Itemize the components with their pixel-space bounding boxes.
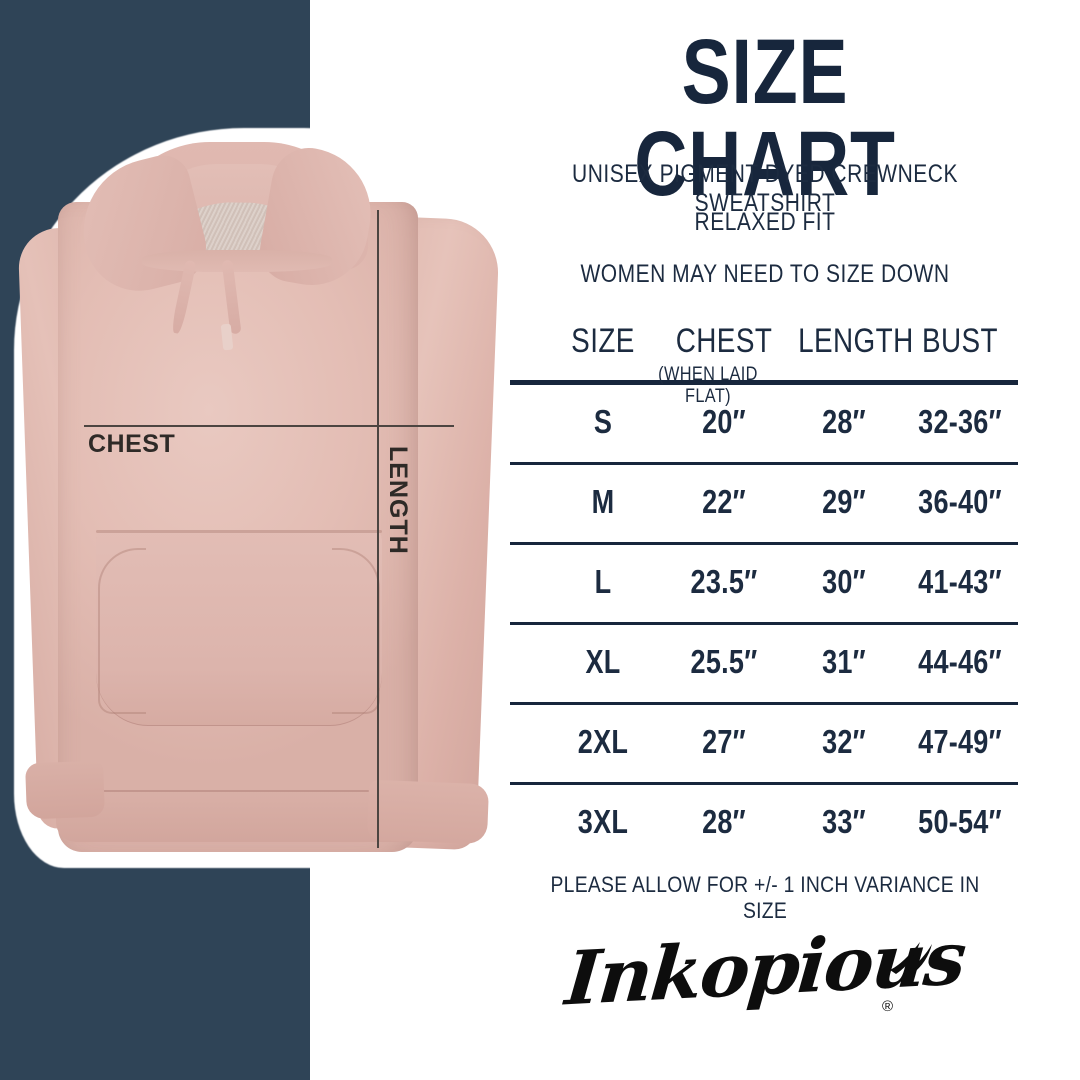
brand-swash-icon <box>890 942 932 974</box>
cell-bust: 41-43″ <box>918 563 1002 600</box>
cuff-left <box>25 760 105 820</box>
column-header-size: SIZE <box>571 322 635 360</box>
table-row-rule <box>510 542 1018 545</box>
table-row: S 20″ 28″ 32-36″ <box>510 385 1020 462</box>
cell-length: 32″ <box>822 723 866 760</box>
table-row: 3XL 28″ 33″ 50-54″ <box>510 785 1020 862</box>
table-row-rule <box>510 782 1018 785</box>
chart-content: SIZE CHART UNISEX PIGMENT DYED CREWNECK … <box>510 0 1050 1080</box>
table-row: XL 25.5″ 31″ 44-46″ <box>510 625 1020 702</box>
cell-size: 2XL <box>577 723 629 760</box>
cell-length: 29″ <box>822 483 866 520</box>
column-header-chest: CHEST <box>675 322 773 360</box>
table-row: L 23.5″ 30″ 41-43″ <box>510 545 1020 622</box>
length-measure-label: LENGTH <box>384 446 412 555</box>
cell-chest: 28″ <box>702 803 746 840</box>
table-row-rule <box>510 622 1018 625</box>
cell-bust: 36-40″ <box>918 483 1002 520</box>
page-title: SIZE CHART <box>634 21 896 215</box>
cell-bust: 32-36″ <box>918 403 1002 440</box>
table-row: 2XL 27″ 32″ 47-49″ <box>510 705 1020 782</box>
cell-bust: 47-49″ <box>918 723 1002 760</box>
table-header-rule <box>510 380 1018 385</box>
cell-size: M <box>591 483 615 520</box>
chest-measure-label: CHEST <box>88 430 176 458</box>
product-photo: CHEST LENGTH <box>0 0 520 1080</box>
cell-size: S <box>593 403 613 440</box>
size-table: SIZE CHEST LENGTH BUST (WHEN LAID FLAT) … <box>510 322 1020 862</box>
subtitle-product: UNISEX PIGMENT DYED CREWNECK SWEATSHIRT <box>572 160 958 217</box>
brand-logo: Inkopious ® <box>510 916 1020 1050</box>
registered-trademark-icon: ® <box>882 998 894 1015</box>
chest-measure-note: (WHEN LAID FLAT) <box>658 364 758 407</box>
subtitle-sizing-advice: WOMEN MAY NEED TO SIZE DOWN <box>580 260 950 288</box>
pocket-opening-right <box>332 548 380 714</box>
table-row-rule <box>510 462 1018 465</box>
kangaroo-pocket <box>96 530 382 726</box>
cell-chest: 22″ <box>702 483 746 520</box>
subtitle-fit: RELAXED FIT <box>694 208 836 236</box>
chest-measure-line <box>84 425 454 427</box>
waist-hem <box>56 790 420 842</box>
table-row: M 22″ 29″ 36-40″ <box>510 465 1020 542</box>
cell-bust: 50-54″ <box>918 803 1002 840</box>
cell-length: 31″ <box>822 643 866 680</box>
cell-size: XL <box>585 643 621 680</box>
variance-note: PLEASE ALLOW FOR +/- 1 INCH VARIANCE IN … <box>550 872 980 923</box>
cell-length: 28″ <box>822 403 866 440</box>
cuff-right <box>366 779 490 845</box>
cell-bust: 44-46″ <box>918 643 1002 680</box>
cell-chest: 27″ <box>702 723 746 760</box>
length-measure-line <box>377 210 379 848</box>
cell-length: 30″ <box>822 563 866 600</box>
cell-size: 3XL <box>577 803 629 840</box>
neck-band <box>142 250 332 272</box>
table-row-rule <box>510 702 1018 705</box>
cell-size: L <box>594 563 612 600</box>
table-header-row: SIZE CHEST LENGTH BUST (WHEN LAID FLAT) <box>510 322 1020 407</box>
garment-body <box>58 202 418 852</box>
pocket-opening-left <box>98 548 146 714</box>
column-header-bust: BUST <box>921 322 999 360</box>
column-header-length: LENGTH <box>798 322 914 360</box>
cell-chest: 25.5″ <box>690 643 758 680</box>
brand-wordmark: Inkopious <box>562 915 968 1023</box>
cell-chest: 20″ <box>702 403 746 440</box>
cell-chest: 23.5″ <box>690 563 758 600</box>
hoodie-garment <box>17 142 501 857</box>
cell-length: 33″ <box>822 803 866 840</box>
